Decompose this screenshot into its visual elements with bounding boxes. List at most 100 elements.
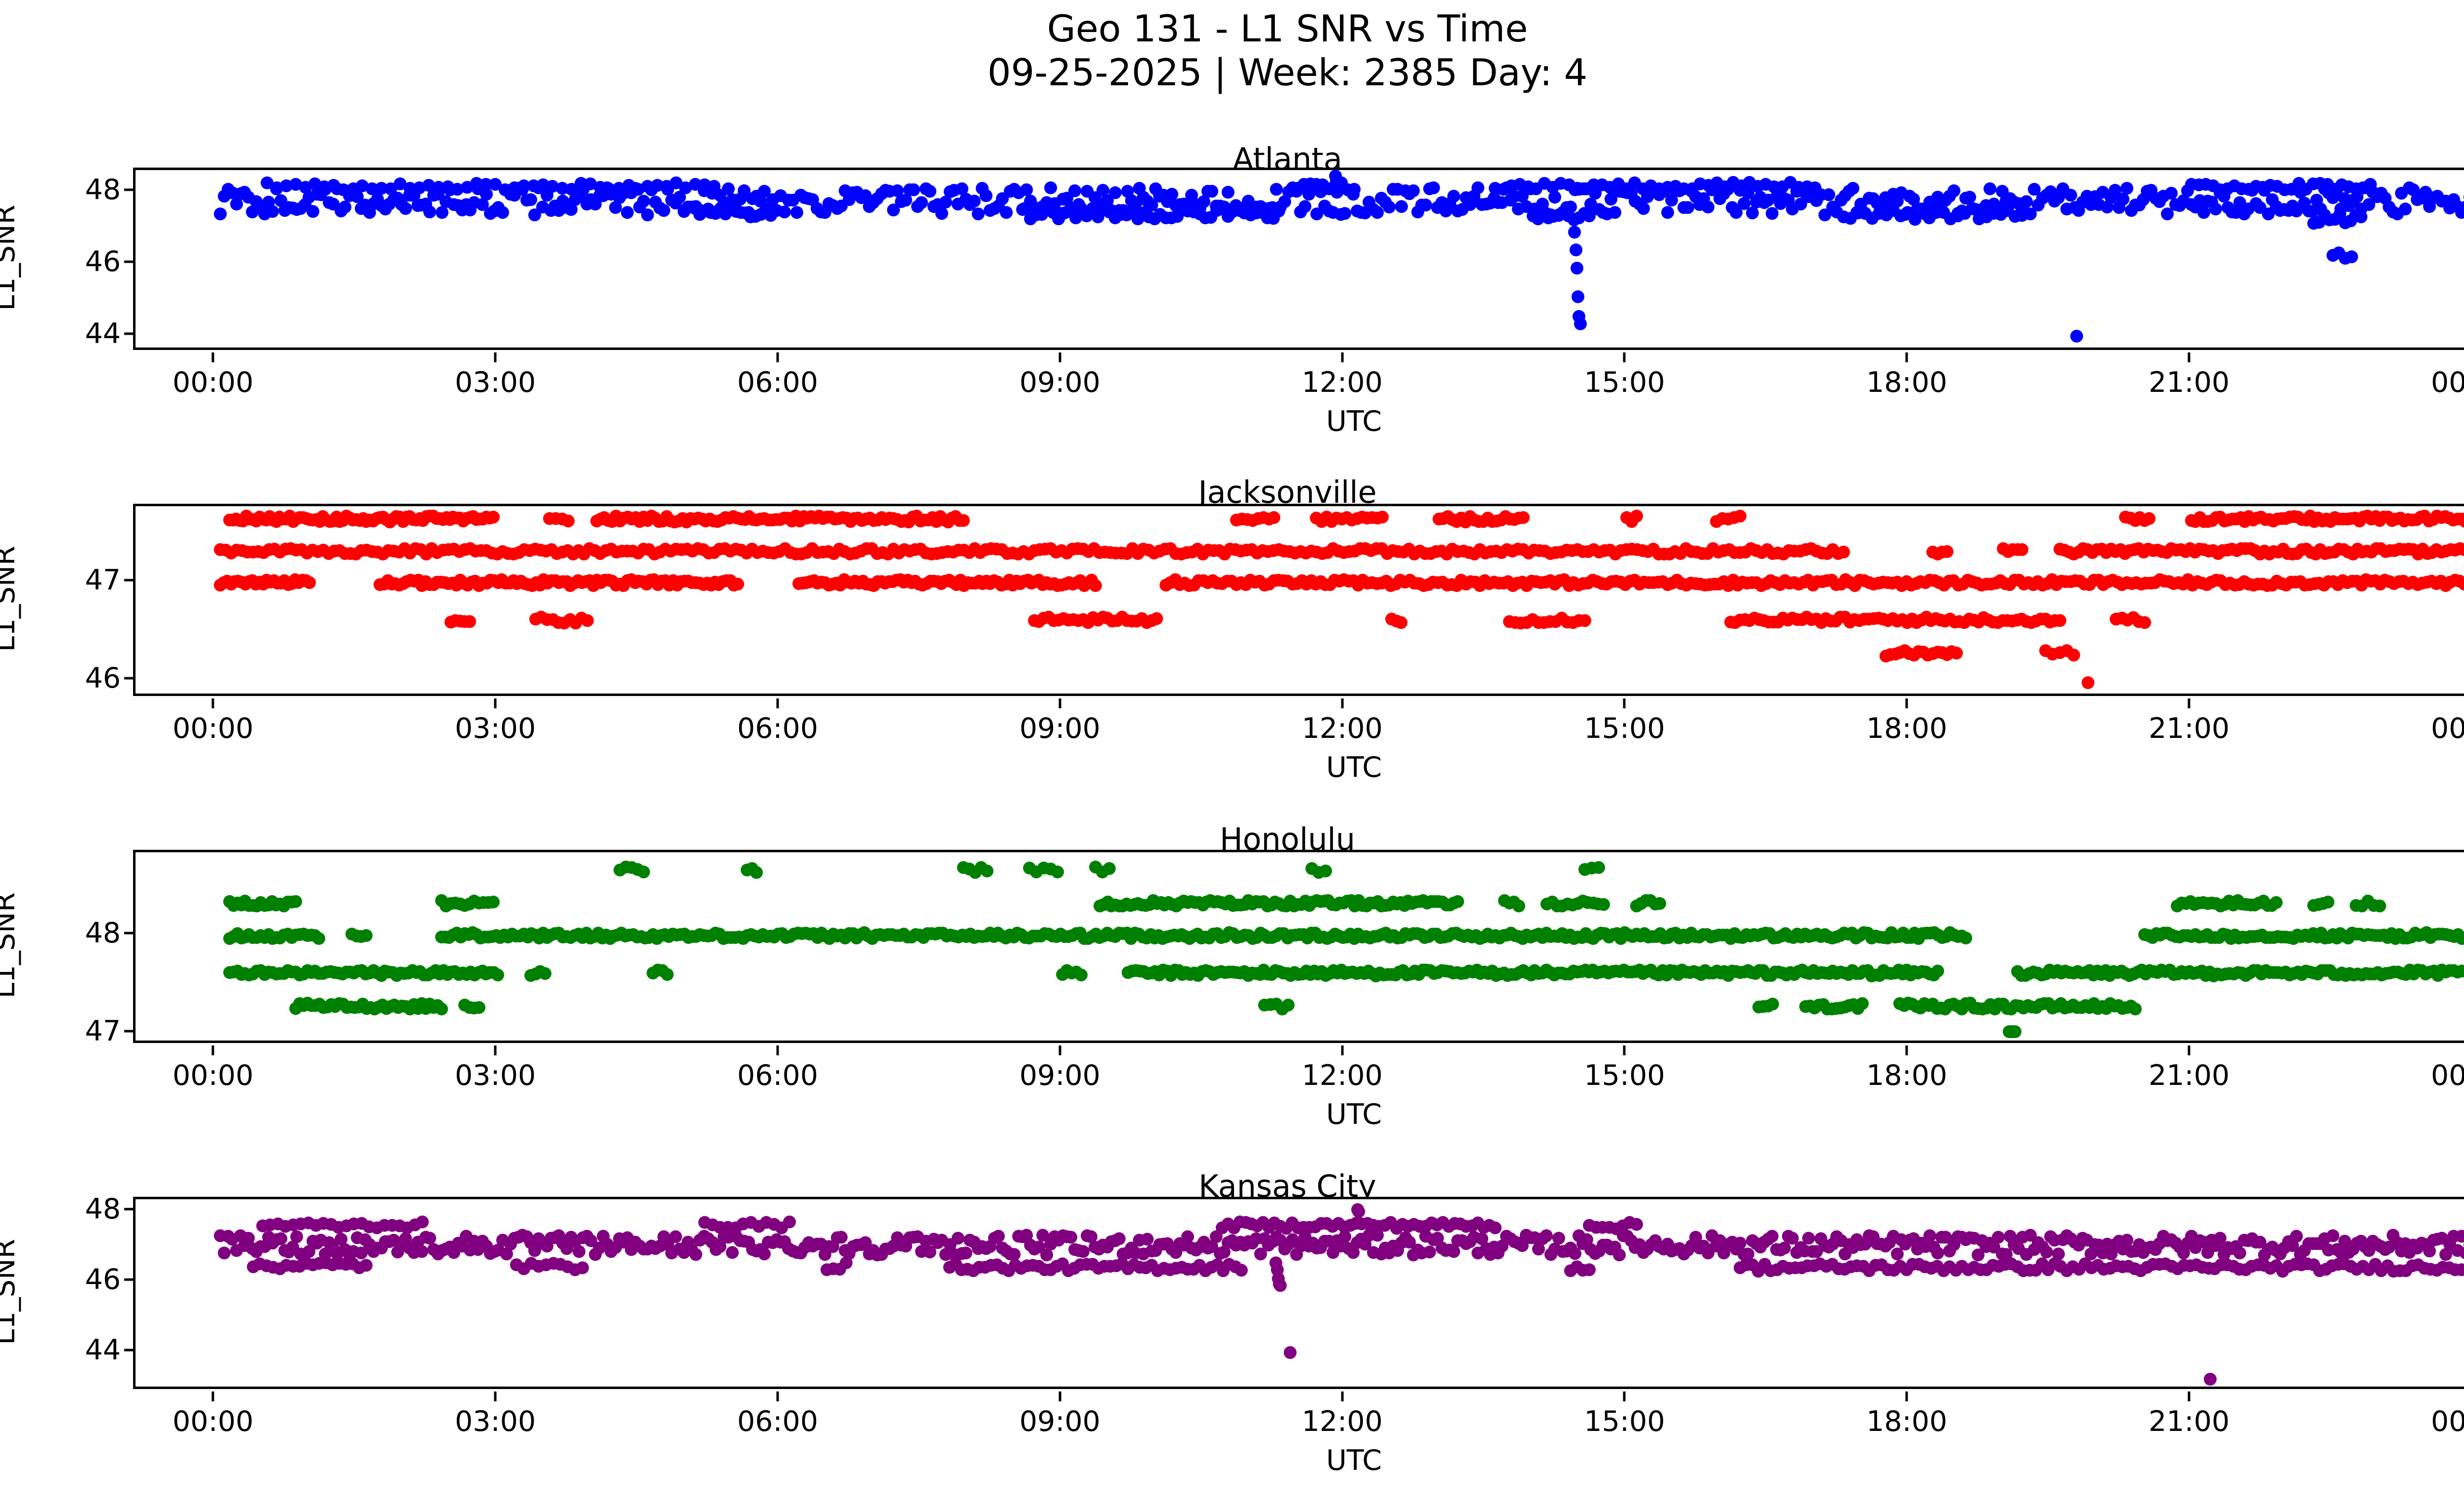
data-point — [725, 1246, 739, 1259]
data-point — [1383, 200, 1396, 213]
data-point — [1931, 964, 1944, 977]
plot-area — [133, 1197, 2464, 1389]
data-point — [935, 207, 949, 220]
data-point — [1103, 862, 1116, 875]
data-point — [1984, 182, 1997, 196]
x-tick-mark — [494, 1391, 497, 1401]
data-point — [1809, 181, 1822, 195]
figure-suptitle: Geo 131 - L1 SNR vs Time 09-25-2025 | We… — [0, 7, 2464, 94]
data-point — [2290, 1230, 2303, 1243]
data-point — [1597, 898, 1610, 911]
data-point — [218, 1246, 231, 1259]
data-point — [2204, 1372, 2217, 1386]
x-tick-label: 06:00 — [737, 1059, 819, 1092]
x-tick-label: 09:00 — [1019, 1059, 1100, 1092]
data-point — [750, 866, 763, 879]
x-tick-label: 00:00 — [2430, 712, 2464, 745]
x-tick-label: 21:00 — [2148, 366, 2230, 399]
x-tick-mark — [776, 698, 779, 708]
data-point — [1267, 511, 1281, 524]
data-point — [951, 1231, 964, 1245]
data-point — [2363, 178, 2377, 191]
x-tick-mark — [1341, 352, 1344, 362]
data-point — [1570, 261, 1583, 275]
data-point — [2143, 512, 2156, 525]
data-point — [581, 614, 594, 627]
data-point — [1000, 206, 1013, 219]
data-point — [1733, 510, 1746, 523]
data-point — [2053, 614, 2066, 627]
data-point — [641, 209, 654, 222]
data-point — [2016, 209, 2029, 222]
y-tick-label: 47 — [85, 1015, 121, 1048]
data-point — [1552, 1231, 1565, 1245]
data-point — [2121, 1233, 2134, 1247]
data-point — [312, 932, 326, 945]
data-point — [359, 929, 373, 942]
data-point — [778, 205, 791, 218]
data-point — [1109, 186, 1122, 200]
data-point — [1222, 185, 1235, 199]
data-point — [2128, 1003, 2142, 1016]
x-tick-mark — [211, 698, 214, 708]
data-point — [1395, 200, 1408, 213]
data-point — [660, 968, 674, 981]
data-point — [1272, 205, 1285, 218]
data-point — [2082, 676, 2095, 690]
data-point — [274, 1232, 287, 1246]
data-point — [1572, 290, 1585, 303]
x-tick-label: 21:00 — [2148, 1405, 2230, 1438]
data-point — [435, 1002, 448, 1015]
y-tick-mark — [124, 579, 133, 582]
data-point — [1991, 1230, 2005, 1244]
data-point — [1472, 181, 1485, 195]
data-point — [1376, 510, 1389, 523]
data-point — [1822, 188, 1836, 201]
x-tick-label: 15:00 — [1584, 1405, 1665, 1438]
data-point — [1338, 207, 1352, 220]
x-tick-label: 21:00 — [2148, 1059, 2230, 1092]
data-point — [416, 1215, 429, 1228]
x-tick-label: 00:00 — [2430, 366, 2464, 399]
data-point — [1089, 579, 1102, 592]
data-point — [2067, 649, 2081, 662]
y-tick-label: 44 — [85, 1334, 121, 1367]
plot-area — [133, 504, 2464, 696]
data-point — [2373, 899, 2387, 912]
data-point — [1661, 206, 1674, 219]
data-point — [1963, 191, 1977, 204]
x-tick-label: 15:00 — [1584, 366, 1665, 399]
data-point — [486, 896, 500, 909]
x-tick-label: 12:00 — [1301, 1059, 1383, 1092]
data-point — [790, 206, 803, 219]
y-tick-label: 47 — [85, 564, 121, 597]
data-point — [1931, 1247, 1944, 1260]
data-point — [1347, 183, 1361, 196]
data-point — [621, 206, 634, 219]
y-tick-mark — [124, 332, 133, 335]
data-point — [359, 1259, 373, 1272]
data-point — [2070, 330, 2084, 343]
x-tick-label: 00:00 — [172, 1059, 254, 1092]
x-tick-mark — [494, 698, 497, 708]
data-point — [2269, 896, 2283, 909]
x-tick-label: 00:00 — [172, 1405, 254, 1438]
data-point — [957, 514, 970, 527]
data-point — [2008, 1025, 2021, 1039]
data-point — [2197, 206, 2210, 219]
data-point — [1592, 861, 1606, 874]
suptitle-line-2: 09-25-2025 | Week: 2385 Day: 4 — [987, 50, 1588, 94]
data-point — [839, 1256, 853, 1270]
x-tick-label: 18:00 — [1866, 1059, 1948, 1092]
y-tick-mark — [124, 260, 133, 263]
data-point — [1612, 1248, 1626, 1261]
data-point — [721, 182, 735, 196]
y-tick-mark — [124, 1208, 133, 1211]
data-point — [1141, 1232, 1154, 1246]
data-point — [1044, 181, 1058, 195]
y-axis-label: L1_SNR — [0, 546, 21, 652]
data-point — [1076, 1245, 1090, 1258]
plot-area — [133, 850, 2464, 1043]
data-point — [339, 201, 352, 214]
x-tick-mark — [776, 352, 779, 362]
